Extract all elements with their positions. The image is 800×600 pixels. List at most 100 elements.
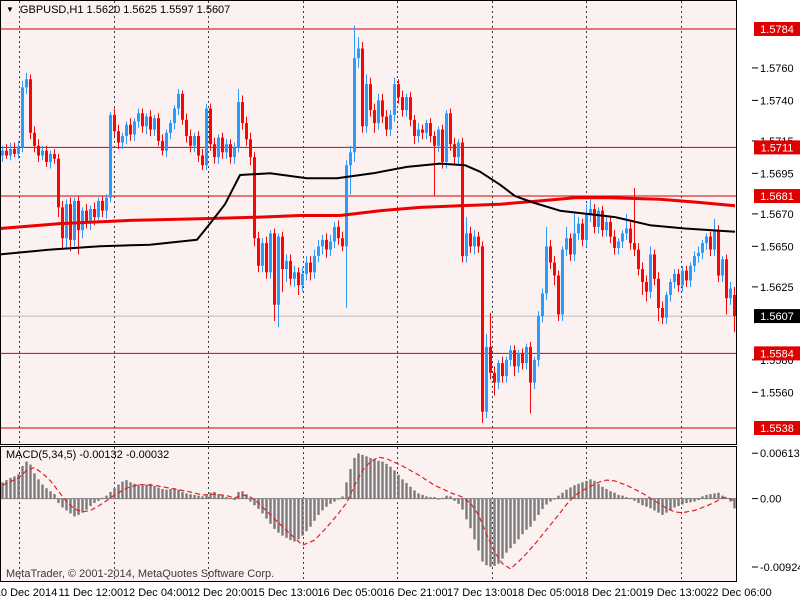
price-tick-label: 1.5695 — [760, 168, 794, 180]
macd-bar — [109, 491, 112, 499]
candle-body — [481, 246, 484, 412]
price-badge-label: 1.5584 — [760, 348, 794, 360]
candle-body — [361, 48, 364, 127]
macd-bar — [125, 480, 128, 499]
candle-body — [733, 294, 736, 317]
candle-body — [549, 246, 552, 263]
macd-bar — [701, 496, 704, 499]
macd-bar — [237, 491, 240, 499]
candle-body — [365, 84, 368, 127]
price-axis[interactable]: 1.57601.57401.57151.56951.56701.56501.56… — [752, 63, 800, 574]
macd-bar — [441, 497, 444, 499]
candle-body — [137, 113, 140, 122]
macd-bar — [37, 479, 40, 499]
macd-bar — [381, 461, 384, 499]
macd-bar — [729, 498, 732, 502]
macd-bar — [301, 498, 304, 536]
macd-bar — [121, 481, 124, 499]
price-badge-box — [754, 189, 800, 204]
candle-body — [617, 241, 620, 248]
time-axis-label: 12 Dec 20:00 — [188, 587, 253, 599]
macd-bar — [525, 498, 528, 530]
candle-body — [565, 238, 568, 250]
macd-bar — [437, 498, 440, 500]
candle-body — [533, 359, 536, 383]
candle-body — [333, 226, 336, 242]
macd-bar — [465, 498, 468, 520]
macd-bar — [661, 498, 664, 515]
macd-bar — [705, 494, 708, 499]
candle-body — [669, 282, 672, 295]
macd-bar — [93, 498, 96, 504]
candle-body — [1, 150, 4, 156]
macd-bar — [305, 498, 308, 532]
candle-body — [649, 254, 652, 292]
candle-body — [621, 233, 624, 242]
candle-body — [641, 269, 644, 283]
macd-bar — [449, 496, 452, 499]
macd-bar — [645, 498, 648, 507]
macd-bar — [389, 466, 392, 499]
macd-bar — [25, 461, 28, 499]
time-axis-label: 11 Dec 12:00 — [59, 587, 124, 599]
macd-panel-background[interactable] — [0, 446, 737, 582]
candle-body — [461, 142, 464, 257]
candle-body — [81, 210, 84, 231]
candle-body — [397, 84, 400, 98]
candle-body — [117, 131, 120, 143]
candle-body — [433, 136, 436, 146]
candle-body — [245, 123, 248, 140]
candle-body — [221, 137, 224, 153]
price-level-lines — [0, 28, 737, 429]
macd-bar — [677, 498, 680, 507]
candle-body — [93, 209, 96, 218]
candle-body — [337, 226, 340, 239]
chart-title: ▼ GBPUSD,H1 1.5620 1.5625 1.5597 1.5607 — [6, 3, 230, 17]
candle-body — [101, 200, 104, 211]
macd-indicator-label: MACD(5,34,5) -0.00132 -0.00032 — [6, 449, 170, 461]
price-badge-box — [754, 309, 800, 324]
macd-bar — [697, 498, 700, 501]
main-panel-background[interactable] — [0, 0, 737, 445]
macd-bar — [13, 476, 16, 499]
copyright-text: MetaTrader, © 2001-2014, MetaQuotes Soft… — [6, 568, 275, 580]
macd-bar — [285, 498, 288, 538]
candle-body — [301, 273, 304, 286]
candle-body — [525, 346, 528, 364]
macd-bar — [457, 498, 460, 504]
candle-body — [341, 238, 344, 247]
macd-bar — [569, 487, 572, 499]
candle-body — [593, 209, 596, 227]
candle-body — [193, 136, 196, 146]
macd-bar — [261, 498, 264, 514]
ma-black-line — [0, 162, 736, 256]
candle-body — [197, 136, 200, 156]
macd-bar — [221, 495, 224, 499]
candle-body — [561, 249, 564, 315]
macd-bar — [161, 488, 164, 499]
candle-body — [545, 246, 548, 294]
candle-body — [693, 256, 696, 266]
candle-body — [597, 210, 600, 227]
macd-bar — [621, 495, 624, 499]
macd-bar — [89, 498, 92, 507]
macd-bar — [101, 497, 104, 499]
macd-bar — [345, 482, 348, 499]
candle-body — [417, 129, 420, 137]
candle-body — [229, 144, 232, 158]
price-badge: 1.5607 — [754, 309, 800, 324]
candle-body — [105, 197, 108, 211]
time-axis-label: 10 Dec 2014 — [0, 587, 57, 599]
candle-body — [109, 114, 112, 198]
macd-bar — [597, 483, 600, 499]
macd-bar — [253, 498, 256, 506]
time-axis[interactable]: 10 Dec 2014 11 Dec 12:00 12 Dec 04:00 12 De… — [0, 587, 772, 599]
price-badge-box — [754, 140, 800, 155]
candle-body — [9, 149, 12, 156]
macd-bar — [529, 498, 532, 527]
macd-bar — [693, 498, 696, 502]
candle-body — [613, 236, 616, 248]
candle-body — [557, 275, 560, 315]
macd-bar — [685, 498, 688, 504]
